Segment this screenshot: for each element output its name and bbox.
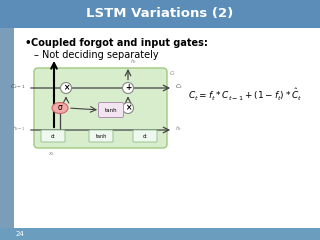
Circle shape: [123, 83, 133, 94]
Text: tanh: tanh: [95, 133, 107, 138]
Circle shape: [123, 102, 133, 114]
Text: ct: ct: [143, 133, 147, 138]
Ellipse shape: [52, 102, 68, 114]
Text: –: –: [34, 50, 39, 60]
Text: LSTM Variations (2): LSTM Variations (2): [86, 7, 234, 20]
Text: ×: ×: [125, 103, 131, 113]
Bar: [0, 0, 14, 240]
FancyBboxPatch shape: [34, 68, 167, 148]
Circle shape: [60, 83, 71, 94]
Text: $C_t$: $C_t$: [175, 83, 183, 91]
Text: $C_t = f_t * C_{t-1} + (1 - f_t) * \hat{C}_t$: $C_t = f_t * C_{t-1} + (1 - f_t) * \hat{…: [188, 87, 302, 103]
Text: tanh: tanh: [105, 108, 117, 113]
Text: Coupled forgot and input gates:: Coupled forgot and input gates:: [31, 38, 208, 48]
Text: $x_t$: $x_t$: [49, 150, 55, 158]
Text: •: •: [24, 38, 31, 48]
Text: $C_{t-1}$: $C_{t-1}$: [10, 83, 26, 91]
Bar: [0, 228, 320, 240]
FancyBboxPatch shape: [99, 102, 124, 118]
Text: σ: σ: [58, 103, 62, 113]
Text: ×: ×: [63, 84, 69, 92]
Text: ct: ct: [51, 133, 55, 138]
Text: $h_t$: $h_t$: [130, 57, 137, 66]
Text: $h_t$: $h_t$: [175, 125, 182, 133]
Text: 24: 24: [16, 231, 24, 237]
Text: Not deciding separately: Not deciding separately: [42, 50, 159, 60]
Bar: [0, 0, 320, 28]
Text: +: +: [125, 84, 131, 92]
Text: $h_{t-1}$: $h_{t-1}$: [12, 125, 26, 133]
FancyBboxPatch shape: [41, 130, 65, 142]
FancyBboxPatch shape: [133, 130, 157, 142]
FancyBboxPatch shape: [89, 130, 113, 142]
Text: $C_t$: $C_t$: [169, 69, 177, 78]
Bar: [14, 28, 320, 228]
